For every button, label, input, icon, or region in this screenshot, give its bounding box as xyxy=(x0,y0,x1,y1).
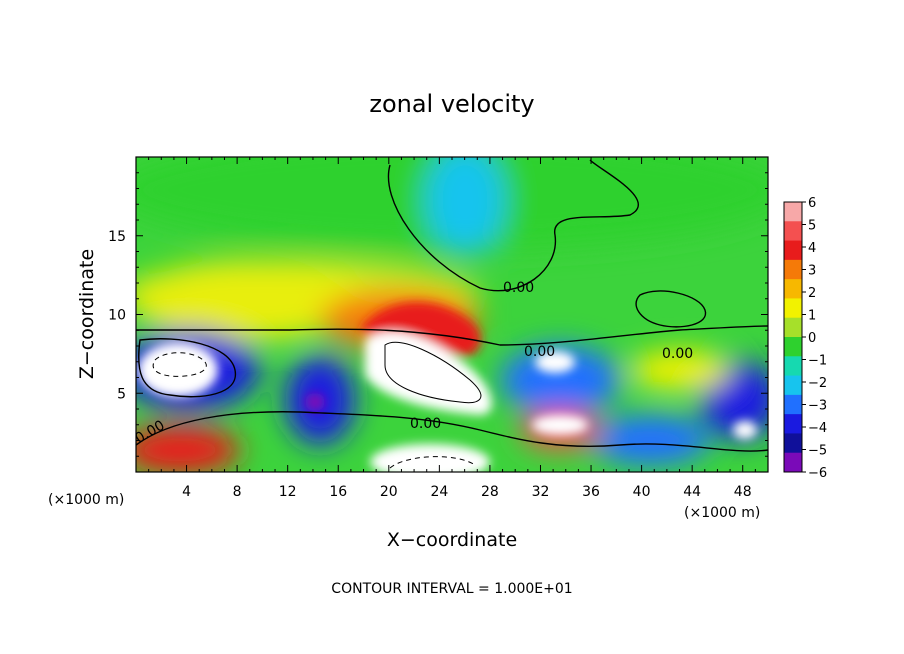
x-tick-label: 44 xyxy=(683,484,701,500)
field-white-core-left xyxy=(138,343,218,397)
colorbar: 6 5 4 3 2 1 0 −1 −2 −3 −4 −5 −6 xyxy=(783,196,827,481)
x-tick-label: 28 xyxy=(481,484,499,500)
chart-title: zonal velocity xyxy=(369,90,534,118)
field-red-bottom-left xyxy=(136,425,240,472)
colorbar-swatch xyxy=(784,279,802,299)
y-axis-label: Z−coordinate xyxy=(76,249,98,379)
field-cores xyxy=(138,301,757,472)
colorbar-tick-label: 1 xyxy=(808,309,816,324)
colorbar-swatch xyxy=(784,337,802,357)
y-tick-label: 15 xyxy=(108,229,126,245)
contour-label: 0.00 xyxy=(410,416,441,432)
colorbar-swatch xyxy=(784,317,802,338)
x-tick-label: 36 xyxy=(582,484,600,500)
y-axis: 5 10 15 xyxy=(108,172,768,457)
field-white-core-center xyxy=(365,331,492,415)
colorbar-swatch xyxy=(784,356,802,377)
x-tick-label: 4 xyxy=(182,484,191,500)
x-tick-label: 32 xyxy=(532,484,550,500)
colorbar-tick-label: −6 xyxy=(808,466,827,481)
colorbar-swatch xyxy=(784,394,802,415)
colorbar-tick-label: −1 xyxy=(808,354,827,369)
x-tick-label: 16 xyxy=(329,484,347,500)
contour-zero-lower xyxy=(136,411,768,452)
contour-zero-mid xyxy=(136,325,768,346)
x-tick-label: 24 xyxy=(430,484,448,500)
colorbar-tick-label: 5 xyxy=(808,219,816,234)
contour-interval-footer: CONTOUR INTERVAL = 1.000E+01 xyxy=(331,581,572,597)
colorbar-swatch xyxy=(784,452,802,473)
colorbar-tick-label: −3 xyxy=(808,399,827,414)
colorbar-swatch xyxy=(784,414,802,434)
colorbar-tick-label: 6 xyxy=(808,196,816,211)
x-tick-label: 8 xyxy=(233,484,242,500)
colorbar-swatch xyxy=(784,433,802,454)
contour-inner-core xyxy=(384,341,482,404)
colorbar-tick-label: 0 xyxy=(808,331,816,346)
field-white-core-right xyxy=(535,351,575,373)
colorbar-swatch xyxy=(784,221,802,242)
contour-zero-left-lobe xyxy=(138,338,236,398)
field-red-jet-core xyxy=(360,301,481,356)
field-purple-core xyxy=(305,393,325,411)
field-blue-right xyxy=(500,345,620,415)
colorbar-swatch xyxy=(784,375,802,396)
colorbar-swatch xyxy=(784,202,802,222)
x-tick-label: 48 xyxy=(734,484,752,500)
contour-zero-right-lobe xyxy=(635,290,707,328)
field-blue-bottom xyxy=(590,415,710,465)
colorbar-swatch xyxy=(784,240,802,261)
field-white-core-bottom-mid xyxy=(532,415,588,435)
contour-labels: 0.00 0.00 0.00 0.00 0.00 xyxy=(133,280,694,447)
x-tick-label: 12 xyxy=(279,484,297,500)
x-unit-right: (×1000 m) xyxy=(684,505,760,521)
contour-label: 0.00 xyxy=(503,280,534,296)
colorbar-tick-label: 4 xyxy=(808,241,816,256)
colorbar-tick-label: 2 xyxy=(808,286,816,301)
x-axis: 4 8 12 16 20 24 28 32 36 40 44 48 xyxy=(148,157,756,500)
contour-label: 0.00 xyxy=(524,344,555,360)
colorbar-tick-label: −2 xyxy=(808,376,827,391)
colorbar-swatch xyxy=(784,259,802,280)
x-axis-label: X−coordinate xyxy=(387,529,517,551)
colorbar-tick-label: −4 xyxy=(808,421,827,436)
field-white-core-far-right xyxy=(733,421,757,439)
velocity-field xyxy=(136,157,768,472)
x-tick-label: 20 xyxy=(380,484,398,500)
x-unit-left: (×1000 m) xyxy=(48,492,124,508)
y-tick-label: 5 xyxy=(117,386,126,402)
colorbar-tick-label: 3 xyxy=(808,264,816,279)
contour-zero-upper xyxy=(387,159,639,292)
field-yellow-right xyxy=(630,350,730,390)
x-tick-label: 40 xyxy=(633,484,651,500)
contour-lines xyxy=(136,159,768,469)
y-tick-label: 10 xyxy=(108,308,126,324)
field-yellow-left xyxy=(136,260,370,340)
colorbar-swatch xyxy=(784,298,802,319)
colorbar-tick-label: −5 xyxy=(808,444,827,459)
field-cyan-top xyxy=(425,157,505,255)
contour-label: 0.00 xyxy=(662,346,693,362)
field-white-core-bottom xyxy=(370,444,490,472)
